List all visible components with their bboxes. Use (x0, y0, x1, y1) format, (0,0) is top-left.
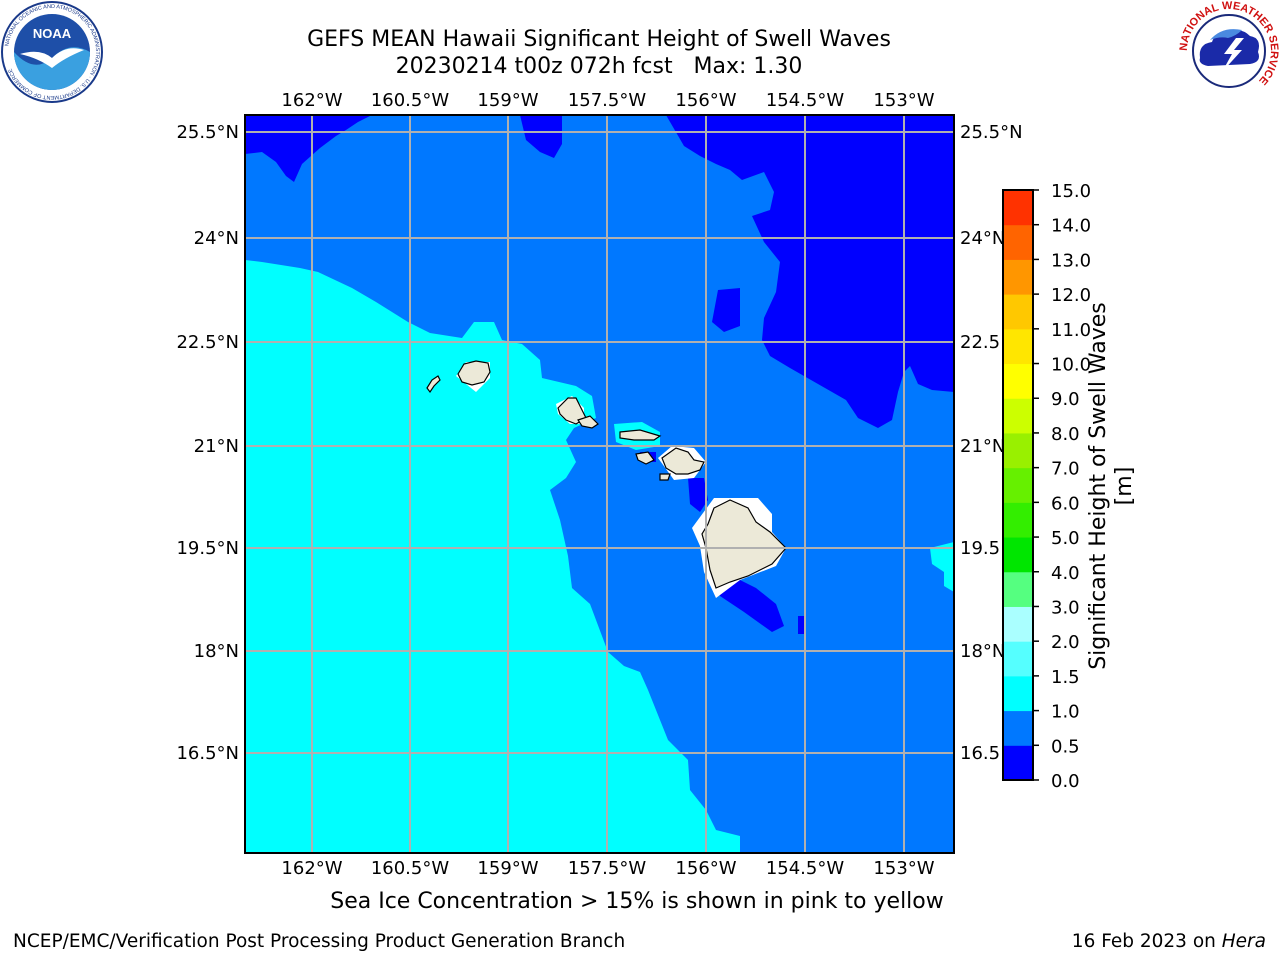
band-0-0.5-patch-north (712, 288, 740, 332)
islands (426, 360, 787, 589)
band-1.0-1.5-east (930, 542, 954, 592)
lat-tick-right-3: 21°N (960, 436, 1005, 457)
band-0-0.5-notch (520, 115, 562, 158)
island-lanai (635, 451, 655, 465)
lon-tick-top-4: 156°W (675, 90, 736, 111)
lat-tick-right-0: 25.5°N (960, 122, 1023, 143)
sea-ice-note: Sea Ice Concentration > 15% is shown in … (330, 889, 944, 914)
colorbar-swatch (1003, 745, 1033, 781)
colorbar-swatch (1003, 710, 1033, 746)
colorbar-tick-label: 12.0 (1051, 285, 1091, 306)
footer-date: 16 Feb 2023 on Hera (1072, 931, 1266, 952)
graticule (245, 115, 954, 853)
island-kahoolawe (659, 473, 671, 481)
colorbar-swatch (1003, 571, 1033, 607)
lon-tick-bottom-6: 153°W (873, 858, 934, 879)
lat-tick-left-2: 22.5°N (176, 332, 239, 353)
colorbar-tick-label: 0.0 (1051, 771, 1080, 792)
lat-tick-left-3: 21°N (194, 436, 239, 457)
island-maui (661, 447, 705, 475)
colorbar-swatch (1003, 363, 1033, 399)
colorbar-swatch (1003, 537, 1033, 573)
island-molokai (619, 429, 662, 441)
colorbar-swatch (1003, 190, 1033, 226)
footer-machine: Hera (1221, 931, 1266, 952)
lon-tick-top-6: 153°W (873, 90, 934, 111)
colorbar-tick-label: 0.5 (1051, 736, 1080, 757)
colorbar-swatch (1003, 398, 1033, 434)
lat-tick-right-1: 24°N (960, 228, 1005, 249)
band-1.0-1.5 (245, 260, 740, 853)
colorbar-tick-label: 4.0 (1051, 563, 1080, 584)
colorbar-tick-label: 7.0 (1051, 459, 1080, 480)
colorbar-swatch (1003, 606, 1033, 642)
colorbar-swatch (1003, 675, 1033, 712)
lat-tick-right-6: 16.5 (960, 743, 1000, 764)
map-area (245, 115, 954, 853)
lon-tick-bottom-5: 154.5°W (766, 858, 845, 879)
island-hawaii (701, 499, 787, 589)
colorbar-tick-label: 1.5 (1051, 667, 1080, 688)
nws-logo: NATIONAL WEATHER SERVICE (1178, 0, 1280, 100)
lat-tick-left-5: 18°N (194, 641, 239, 662)
colorbar-tick-label: 5.0 (1051, 528, 1080, 549)
lon-tick-bottom-2: 159°W (477, 858, 538, 879)
band-0-0.5-northeast (666, 115, 954, 428)
band-0-0.5-patch-maui (688, 478, 708, 512)
colorbar-tick-label: 9.0 (1051, 389, 1080, 410)
lon-tick-top-0: 162°W (281, 90, 342, 111)
lat-tick-left-1: 24°N (194, 228, 239, 249)
colorbar-tick-label: 3.0 (1051, 597, 1080, 618)
lat-tick-left-0: 25.5°N (176, 122, 239, 143)
lon-tick-top-3: 157.5°W (568, 90, 647, 111)
lon-tick-top-2: 159°W (477, 90, 538, 111)
colorbar-tick-label: 6.0 (1051, 493, 1080, 514)
colorbar: 0.0 0.5 1.0 1.5 2.0 3.0 4.0 5.0 6.0 7.0 8.0 9.0 10.0… (1002, 181, 1091, 792)
colorbar-frame (1002, 189, 1034, 781)
island-kauai (457, 360, 491, 386)
lon-tick-bottom-3: 157.5°W (568, 858, 647, 879)
map-frame (244, 114, 955, 854)
colorbar-tick-label: 11.0 (1051, 320, 1091, 341)
lat-tick-left-4: 19.5°N (176, 538, 239, 559)
lat-tick-right-5: 18°N (960, 641, 1005, 662)
colorbar-swatch (1003, 432, 1033, 469)
lat-tick-right-2: 22.5 (960, 332, 1000, 353)
colorbar-tick-label: 13.0 (1051, 250, 1091, 271)
island-oahu-east (577, 415, 599, 429)
colorbar-tick-label: 1.0 (1051, 702, 1080, 723)
lon-tick-bottom-0: 162°W (281, 858, 342, 879)
chart-title: GEFS MEAN Hawaii Significant Height of S… (307, 27, 891, 52)
footer-date-text: 16 Feb 2023 on (1071, 931, 1222, 952)
lat-tick-right-4: 19.5 (960, 538, 1000, 559)
lon-tick-top-1: 160.5°W (371, 90, 450, 111)
colorbar-tick-label: 14.0 (1051, 216, 1091, 237)
lon-tick-bottom-1: 160.5°W (371, 858, 450, 879)
island-niihau (426, 375, 441, 394)
colorbar-swatch (1003, 328, 1033, 365)
colorbar-tick-label: 15.0 (1051, 181, 1091, 202)
lat-tick-left-6: 16.5°N (176, 743, 239, 764)
footer-branch: NCEP/EMC/Verification Post Processing Pr… (13, 931, 626, 952)
colorbar-label: Significant Height of Swell Waves [m] (1086, 302, 1137, 670)
colorbar-swatch (1003, 467, 1033, 503)
colorbar-swatch (1003, 641, 1033, 677)
lon-tick-top-5: 154.5°W (766, 90, 845, 111)
chart-subtitle: 20230214 t00z 072h fcst Max: 1.30 (395, 54, 803, 79)
colorbar-tick-label: 10.0 (1051, 355, 1091, 376)
colorbar-swatch (1003, 224, 1033, 260)
noaa-logo-text: NOAA (33, 26, 72, 41)
colorbar-tick-label: 8.0 (1051, 424, 1080, 445)
colorbar-swatch (1003, 502, 1033, 538)
lon-tick-bottom-4: 156°W (675, 858, 736, 879)
noaa-logo: NOAA NATIONAL OCEANIC AND ATMOSPHERIC AD… (1, 1, 103, 103)
colorbar-swatch (1003, 294, 1033, 330)
colorbar-swatch (1003, 259, 1033, 295)
colorbar-tick-label: 2.0 (1051, 632, 1080, 653)
